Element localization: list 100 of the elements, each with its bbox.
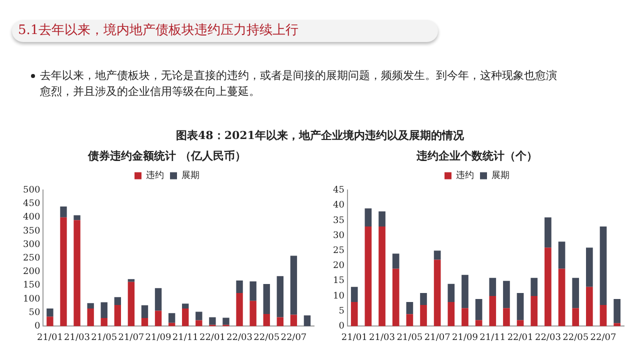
x-tick-label: 21/03 — [64, 332, 90, 343]
bar — [154, 288, 162, 311]
bar — [236, 280, 243, 294]
bar — [364, 226, 372, 326]
y-tick-label: 30 — [333, 230, 345, 241]
bar — [74, 220, 80, 326]
bar — [141, 305, 148, 318]
x-tick-label: 21/05 — [91, 332, 118, 343]
bar — [392, 268, 400, 326]
bar — [600, 226, 607, 306]
bar — [209, 317, 216, 325]
text: 去年以来，地产债板块，无论是直接的违约，或者是间接的展期问题，频频发生。到今年，这种现象也愈演愈烈，并且涉及的企业信用等级在向上蔓延。 — [40, 68, 558, 100]
bar — [530, 278, 538, 296]
x-tick-label: 22/01 — [507, 332, 534, 343]
bar — [434, 260, 441, 326]
y-tick-label: 10 — [333, 291, 345, 302]
text: 图表48：2021年以来，地产企业境内违约以及展期的情况 — [175, 128, 465, 143]
bar — [196, 312, 202, 320]
x-tick-label: 21/11 — [172, 332, 198, 343]
bar — [586, 248, 593, 287]
y-tick-label: 35 — [333, 216, 345, 226]
bar — [420, 305, 427, 326]
y-tick-label: 45 — [333, 186, 345, 196]
bar — [222, 318, 230, 325]
bar — [489, 296, 496, 326]
x-tick-label: 22/05 — [562, 332, 589, 343]
bar — [46, 308, 54, 317]
bar — [364, 208, 372, 226]
bar — [489, 278, 496, 296]
y-tick-label: 0 — [34, 322, 40, 332]
bar — [141, 318, 148, 326]
bar — [263, 284, 270, 314]
bar — [290, 314, 298, 326]
bar — [182, 308, 189, 326]
bar — [60, 217, 67, 326]
y-tick-label: 25 — [333, 246, 345, 256]
bar — [263, 314, 270, 326]
bar — [350, 302, 358, 326]
bar — [475, 320, 482, 326]
bar — [572, 278, 580, 308]
bar — [558, 242, 566, 269]
bar — [250, 281, 256, 301]
bar — [544, 248, 552, 326]
x-tick-label: 21/01 — [36, 332, 63, 343]
x-tick-label: 21/05 — [396, 332, 423, 343]
x-tick-label: 21/11 — [480, 332, 506, 343]
x-tick-label: 22/05 — [254, 332, 280, 343]
x-tick-label: 21/03 — [369, 332, 396, 343]
bar — [462, 308, 468, 326]
bar — [236, 293, 243, 326]
chart-title: 违约企业个数统计（个） — [416, 149, 538, 162]
y-tick-label: 20 — [333, 261, 345, 272]
legend-label: 违约 — [456, 170, 474, 180]
x-tick-label: 22/03 — [534, 332, 562, 343]
bar — [544, 217, 552, 248]
bar — [406, 314, 414, 326]
bar — [420, 292, 427, 306]
bar — [74, 215, 80, 220]
y-tick-label: 200 — [22, 267, 40, 278]
y-tick-label: 100 — [22, 294, 40, 304]
y-tick-label: 250 — [22, 254, 40, 264]
y-tick-label: 500 — [22, 186, 40, 196]
bar — [378, 226, 386, 326]
bar — [114, 297, 122, 305]
bar — [475, 299, 482, 320]
bar — [434, 250, 441, 260]
bar — [572, 308, 580, 326]
bar — [46, 316, 54, 326]
bar — [87, 308, 94, 326]
bar — [290, 256, 298, 315]
text: 5.1去年以来，境内地产债板块违约压力持续上行 — [12, 20, 438, 42]
bar — [392, 254, 400, 269]
bar — [448, 284, 455, 302]
legend-label: 违约 — [146, 170, 164, 180]
x-tick-label: 21/09 — [145, 332, 172, 343]
bar — [350, 286, 358, 302]
y-tick-label: 40 — [333, 200, 345, 211]
bar — [114, 304, 122, 326]
bar — [60, 206, 67, 218]
chart-title: 债券违约金额统计 （亿人民币） — [87, 149, 246, 162]
legend-label: 展期 — [492, 170, 510, 180]
y-tick-label: 400 — [22, 212, 40, 223]
y-tick-label: 300 — [22, 240, 40, 250]
bar — [250, 300, 256, 326]
bar — [100, 302, 108, 318]
bar — [168, 313, 176, 323]
x-tick-label: 22/03 — [226, 332, 253, 343]
bar — [182, 304, 189, 309]
x-tick-label: 22/07 — [590, 332, 616, 343]
bar — [196, 320, 202, 326]
bar — [530, 296, 538, 326]
bar — [304, 315, 311, 326]
x-tick-label: 21/07 — [118, 332, 144, 343]
bar — [503, 280, 510, 308]
x-tick-label: 22/07 — [280, 332, 307, 343]
x-tick-label: 21/01 — [341, 332, 368, 343]
bar — [406, 302, 414, 314]
bar — [503, 308, 510, 326]
bar — [154, 310, 162, 326]
bar — [276, 276, 284, 318]
